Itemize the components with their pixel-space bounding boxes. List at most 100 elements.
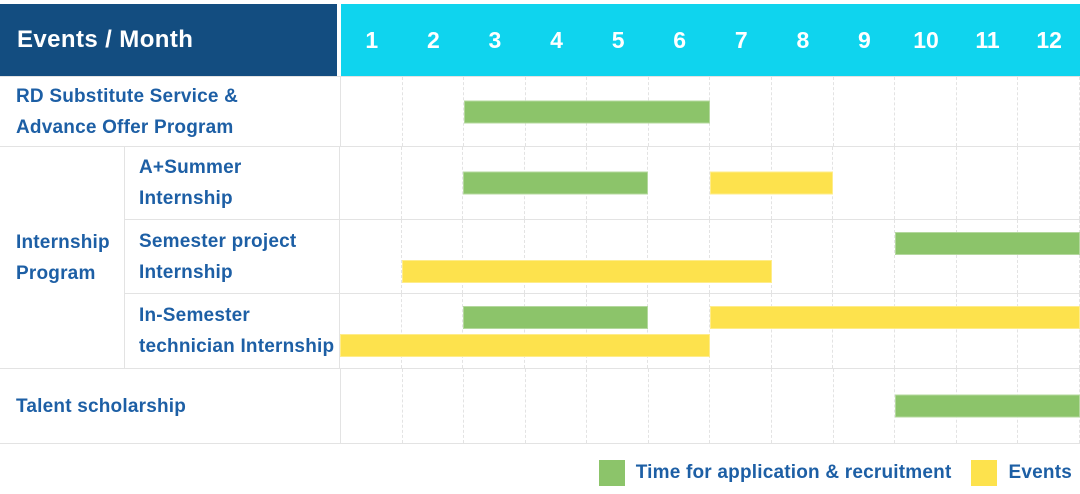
legend-label: Events	[1008, 462, 1072, 483]
month-grid-cell	[587, 219, 649, 294]
month-grid-cell	[895, 147, 957, 219]
month-grid-cell	[402, 294, 464, 368]
month-grid-cell	[403, 77, 465, 146]
legend: Time for application & recruitment Event…	[598, 459, 1072, 487]
month-header-cell: 1	[365, 26, 379, 53]
row-label-talent-scholarship: Talent scholarship	[0, 369, 341, 443]
chart-cell	[341, 369, 1080, 443]
month-header-cell: 12	[1036, 26, 1062, 53]
month-header-cell: 11	[975, 26, 1000, 53]
gantt-bar-green	[463, 306, 649, 330]
yellow-swatch-icon	[971, 460, 998, 486]
month-grid-cell	[895, 294, 957, 368]
row-label-in-semester-technician: In-Semester technician Internship	[125, 294, 340, 368]
month-grid-cell	[710, 77, 773, 146]
table-row: Talent scholarship	[0, 369, 1080, 444]
months-header: 1 2 3 4 5 6 7 8 9 10 11 12	[341, 4, 1080, 76]
month-grid-cell	[525, 219, 587, 294]
month-grid-cell	[587, 369, 649, 443]
legend-item-application-recruitment: Time for application & recruitment	[598, 460, 952, 486]
month-header-cell: 10	[913, 26, 939, 53]
row-label-rd-substitute: RD Substitute Service & Advance Offer Pr…	[0, 77, 341, 146]
table-row: In-Semester technician Internship	[125, 294, 1080, 368]
corner-header-cell: Events / Month	[0, 4, 337, 76]
month-grid-cell	[772, 219, 834, 294]
gantt-bar-green	[895, 394, 1080, 418]
row-label-semester-project: Semester project Internship	[125, 219, 340, 294]
month-grid-cell	[649, 369, 711, 443]
month-grid-cell	[710, 369, 773, 443]
row-label-a-plus-summer: A+Summer Internship	[125, 147, 340, 219]
month-grid-cell	[403, 369, 465, 443]
group-label-line: Internship	[16, 231, 110, 253]
month-grid-cell	[340, 294, 402, 368]
month-header-cell: 5	[611, 26, 625, 53]
month-grid-cell	[341, 77, 403, 146]
month-header-cell: 6	[673, 26, 687, 53]
group-label-line: Program	[16, 262, 96, 284]
row-label-line: Talent scholarship	[16, 395, 187, 417]
month-grid-cell	[833, 294, 896, 368]
group-content: A+Summer Internship Semester project Int…	[125, 147, 1080, 368]
month-grid-cell	[1018, 147, 1080, 219]
gantt-bar-green	[464, 100, 711, 123]
row-label-line: technician Internship	[139, 336, 335, 358]
header-divider	[337, 4, 341, 76]
chart-cell	[340, 294, 1080, 368]
month-header-cell: 4	[550, 26, 563, 53]
month-grid-cell	[463, 219, 526, 294]
table-header-row: Events / Month 1 2 3 4 5 6 7 8 9 10 11 12	[0, 4, 1080, 76]
month-grid-cell	[341, 369, 403, 443]
month-grid-cell	[710, 219, 772, 294]
legend-item-events: Events	[971, 460, 1072, 486]
month-grid-cell	[772, 369, 834, 443]
month-grid-cell	[772, 294, 834, 368]
gantt-bar-yellow	[710, 171, 834, 195]
month-grid-cell	[526, 369, 588, 443]
table-body: RD Substitute Service & Advance Offer Pr…	[0, 76, 1080, 444]
month-grid-cell	[402, 219, 464, 294]
month-grid-cell	[464, 369, 526, 443]
row-label-line: In-Semester	[139, 305, 250, 327]
month-grid-cell	[340, 147, 402, 219]
month-grid-cell	[772, 77, 834, 146]
month-grid-cell	[340, 219, 402, 294]
month-grid-cell	[648, 147, 711, 219]
month-grid-cell	[710, 294, 772, 368]
table-row: RD Substitute Service & Advance Offer Pr…	[0, 77, 1080, 147]
row-label-line: RD Substitute Service &	[16, 85, 239, 107]
month-header-cell: 2	[426, 26, 440, 53]
month-header-cell: 8	[796, 26, 810, 53]
month-grid-cell	[895, 77, 957, 146]
month-grid-cell	[957, 294, 1019, 368]
month-grid-cell	[587, 294, 649, 368]
month-grid-cell	[957, 219, 1019, 294]
row-label-line: Internship	[139, 261, 233, 283]
chart-cell	[340, 219, 1080, 294]
month-grid-cell	[402, 147, 464, 219]
month-grid-cell	[525, 294, 587, 368]
gantt-bar-green	[895, 231, 1080, 255]
month-grid-cell	[648, 219, 711, 294]
green-swatch-icon	[598, 460, 625, 486]
corner-header-label: Events / Month	[17, 26, 194, 53]
month-header-cell: 9	[858, 26, 871, 53]
table-row: A+Summer Internship	[125, 147, 1080, 220]
month-grid-cell	[833, 219, 896, 294]
chart-cell	[340, 147, 1080, 219]
row-label-line: A+Summer	[139, 156, 242, 178]
month-grid-cell	[463, 294, 526, 368]
month-grid-cell	[957, 147, 1019, 219]
month-header-cell: 7	[734, 26, 748, 53]
month-header-cell: 3	[488, 26, 502, 53]
gantt-bar-yellow	[340, 334, 710, 358]
table-row: Semester project Internship	[125, 219, 1080, 295]
month-grid-cell	[834, 77, 896, 146]
legend-label: Time for application & recruitment	[635, 462, 952, 483]
row-label-line: Advance Offer Program	[16, 116, 234, 138]
row-label-line: Semester project	[139, 230, 297, 252]
month-grid-cell	[1018, 77, 1080, 146]
internship-program-group-row: Internship Program A+Summer Internship S…	[0, 147, 1080, 369]
gantt-bar-green	[463, 171, 649, 195]
